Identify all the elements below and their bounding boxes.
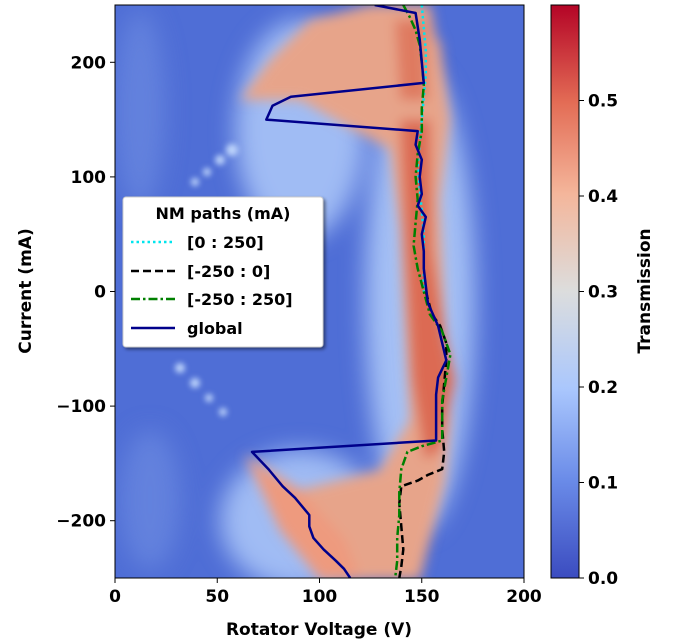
- colorbar-tick-label: 0.2: [588, 378, 618, 398]
- series-line-3: [250, 5, 448, 578]
- colorbar-tick-label: 0.1: [588, 474, 618, 494]
- colorbar-gradient: [550, 4, 580, 579]
- legend-title: NM paths (mA): [156, 204, 291, 223]
- legend: NM paths (mA) [0 : 250] [-250 : 0] [-250…: [122, 196, 324, 348]
- x-axis-title: Rotator Voltage (V): [226, 620, 412, 640]
- axes: 0 50 100 150 200 −200 −100 0 100 200: [56, 53, 542, 607]
- legend-box: [122, 196, 324, 348]
- colorbar-tick-label: 0.0: [588, 569, 618, 589]
- x-tick-label: 0: [109, 587, 121, 607]
- colorbar-tick-label: 0.5: [588, 92, 618, 112]
- y-tick-label: 200: [71, 53, 107, 73]
- colorbar-tick-label: 0.4: [588, 187, 618, 207]
- colorbar: 0.0 0.1 0.2 0.3 0.4 0.5 Transmission: [550, 4, 655, 589]
- y-tick-label: 0: [94, 283, 106, 303]
- legend-label-0: [0 : 250]: [187, 233, 264, 252]
- x-tick-label: 100: [302, 587, 338, 607]
- x-tick-label: 150: [404, 587, 440, 607]
- y-axis-title: Current (mA): [16, 228, 36, 353]
- series-lines: [250, 5, 452, 578]
- y-tick-label: −100: [56, 397, 106, 417]
- y-tick-label: −200: [56, 512, 106, 532]
- legend-label-1: [-250 : 0]: [187, 262, 270, 281]
- colorbar-ticks: 0.0 0.1 0.2 0.3 0.4 0.5: [579, 92, 618, 589]
- x-tick-label: 50: [205, 587, 229, 607]
- legend-label-3: global: [187, 319, 243, 338]
- colorbar-title: Transmission: [635, 228, 655, 353]
- legend-label-2: [-250 : 250]: [187, 290, 293, 309]
- colorbar-tick-label: 0.3: [588, 283, 618, 303]
- x-tick-label: 200: [506, 587, 542, 607]
- y-tick-label: 100: [71, 168, 107, 188]
